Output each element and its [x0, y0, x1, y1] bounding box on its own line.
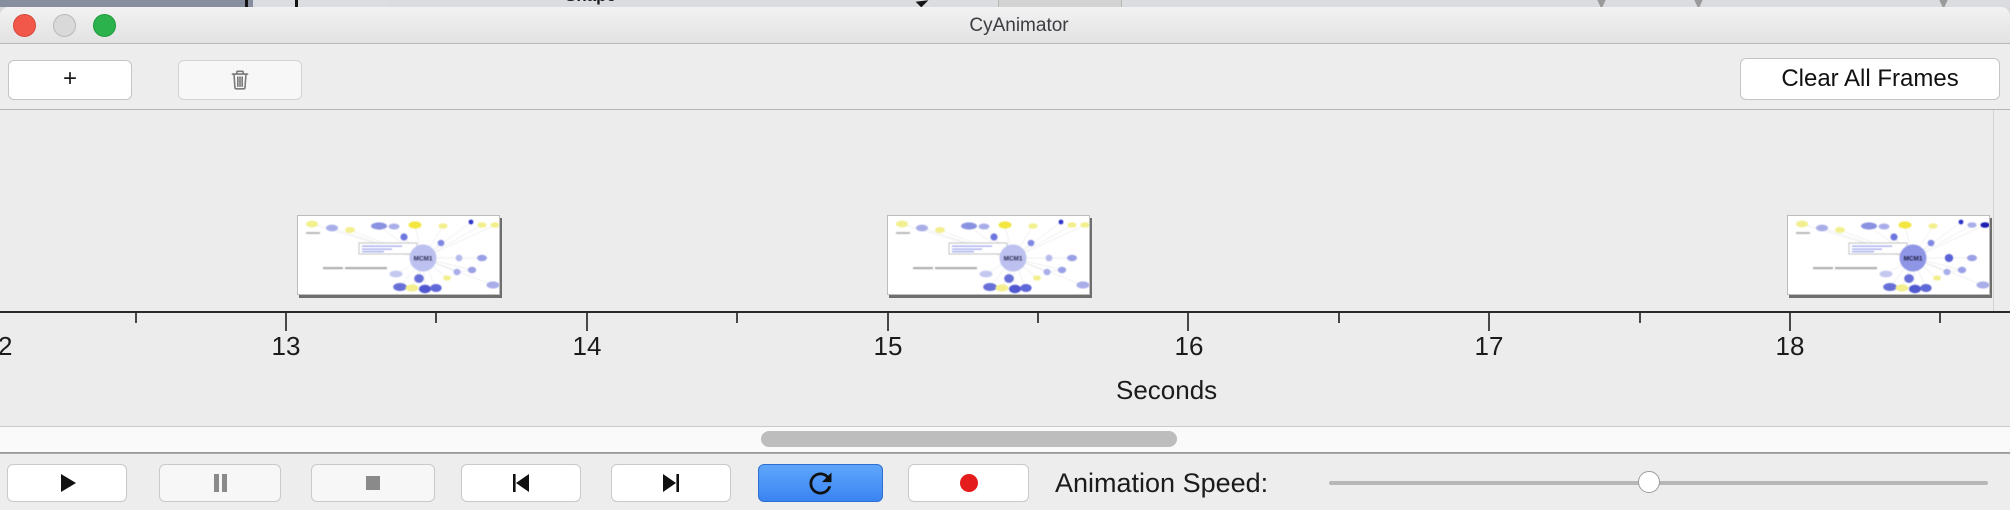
svg-text:MCM1: MCM1	[1004, 256, 1023, 263]
svg-text:MCM1: MCM1	[414, 256, 433, 263]
svg-text:MCM1: MCM1	[1904, 256, 1923, 263]
